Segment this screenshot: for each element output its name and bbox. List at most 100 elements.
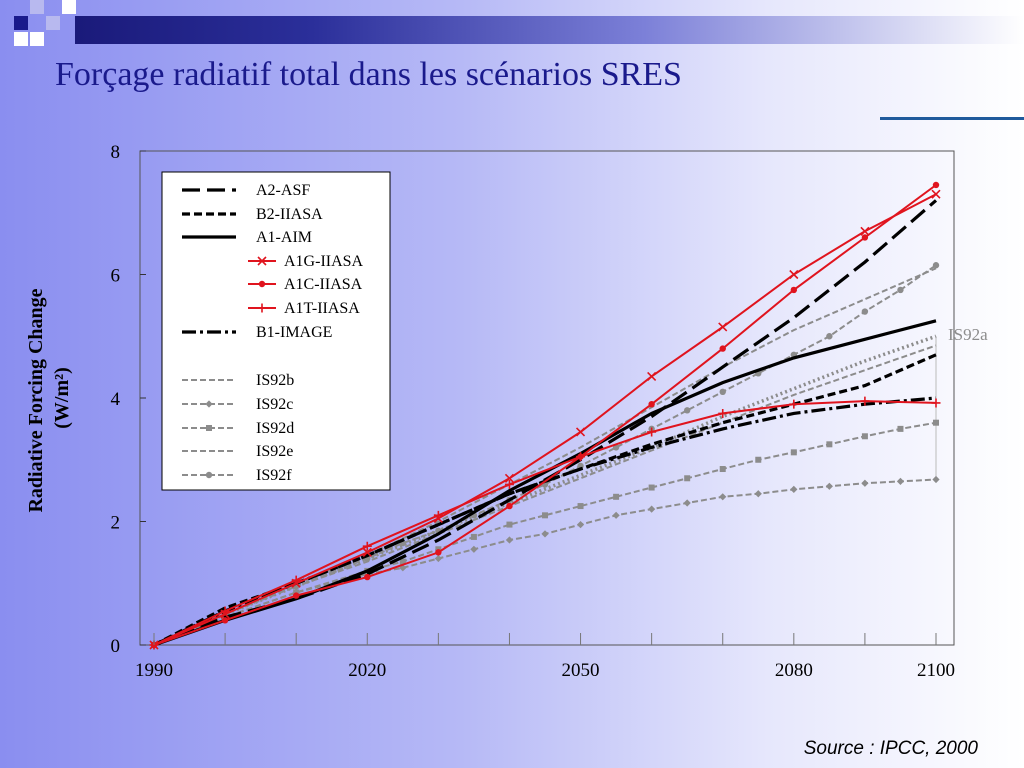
data-point-a1c-iiasa-8: [719, 345, 726, 352]
data-point-is92c-15: [790, 485, 798, 493]
data-point-a1c-iiasa-9: [790, 286, 798, 294]
data-point-a1t-iiasa-10: [860, 396, 870, 406]
legend-marker-is92f: [205, 471, 213, 479]
series-a1-aim: [153, 319, 937, 647]
series-line-a1-aim: [153, 319, 937, 647]
series-line-is92f: [153, 264, 937, 646]
series-line-a1t-iiasa: [153, 400, 937, 646]
data-point-a1g-iiasa-6: [575, 427, 586, 437]
data-point-a1c-iiasa-2: [292, 592, 300, 599]
data-point-is92d-10: [613, 493, 620, 500]
legend-label-a1c-iiasa: A1C-IIASA: [284, 276, 363, 293]
legend-label-a1t-iiasa: A1T-IIASA: [284, 300, 360, 317]
data-point-is92d-18: [897, 425, 904, 432]
legend-item-a1c-iiasa: A1C-IIASA: [248, 276, 363, 293]
legend-marker-a1g-iiasa: [257, 256, 267, 266]
x-tick-label: 2080: [775, 660, 813, 681]
data-point-is92f-18: [897, 286, 904, 294]
legend-label-a1g-iiasa: A1G-IIASA: [284, 253, 364, 270]
data-point-is92d-15: [790, 449, 797, 456]
data-point-a1t-iiasa-11: [931, 398, 941, 408]
data-point-a1t-iiasa-7: [647, 427, 657, 437]
data-point-is92d-9: [577, 503, 584, 510]
data-point-is92d-6: [470, 533, 477, 540]
legend-label-b2-iiasa: B2-IIASA: [256, 206, 323, 223]
data-point-is92d-14: [755, 456, 762, 463]
legend-label-is92f: IS92f: [256, 467, 292, 484]
data-point-a1c-iiasa-11: [932, 181, 940, 189]
data-point-is92c-9: [576, 520, 585, 529]
y-tick-label: 6: [111, 266, 121, 287]
legend-item-b2-iiasa: B2-IIASA: [182, 206, 323, 223]
legend-item-is92f: IS92f: [182, 467, 292, 484]
decor-square-6: [14, 32, 28, 46]
legend-label-is92c: IS92c: [256, 396, 293, 413]
source-note: Source : IPCC, 2000: [803, 738, 978, 759]
slide-title: Forçage radiatif total dans les scénario…: [55, 56, 682, 93]
legend-marker-is92d: [206, 425, 212, 431]
data-point-a1g-iiasa-5: [504, 473, 515, 483]
legend-label-is92e: IS92e: [256, 443, 293, 460]
decor-square-4: [30, 32, 44, 46]
data-point-is92c-5: [434, 554, 442, 563]
series-is92b: [153, 344, 937, 646]
data-point-a1t-iiasa-9: [789, 399, 799, 409]
decor-square-3: [46, 16, 60, 30]
series-layer: [149, 181, 941, 650]
data-point-is92c-17: [861, 479, 869, 487]
x-tick-label: 2050: [562, 660, 600, 681]
y-axis-label-line-2: (W/m²): [51, 367, 73, 429]
data-point-a1t-iiasa-4: [433, 510, 443, 520]
data-point-is92d-13: [719, 466, 726, 473]
header-gradient-bar: [75, 16, 1024, 44]
y-tick-label: 8: [111, 142, 121, 163]
x-tick-label: 2020: [348, 660, 386, 681]
data-point-is92f-12: [683, 407, 691, 414]
series-line-a1c-iiasa: [153, 184, 937, 646]
data-point-a1t-iiasa-3: [362, 541, 372, 551]
legend-item-is92c: IS92c: [182, 396, 293, 413]
data-point-a1g-iiasa-7: [647, 371, 657, 381]
series-a1t-iiasa: [149, 396, 941, 650]
x-tick-label: 1990: [135, 660, 173, 681]
data-point-a1c-iiasa-4: [435, 549, 442, 556]
series-b1-image: [153, 396, 937, 647]
y-tick-label: 0: [111, 636, 121, 657]
data-point-is92c-12: [683, 499, 691, 507]
data-point-is92c-7: [505, 536, 514, 544]
series-line-b1-image: [153, 396, 937, 647]
data-point-a1g-iiasa-8: [718, 322, 728, 332]
data-point-a1g-iiasa-10: [860, 226, 870, 236]
legend-label-is92b: IS92b: [256, 372, 294, 389]
data-point-a1c-iiasa-5: [506, 502, 513, 510]
legend-label-a2-asf: A2-ASF: [256, 182, 310, 199]
data-point-is92c-19: [932, 475, 940, 484]
data-point-a1t-iiasa-1: [220, 606, 230, 616]
data-point-is92d-19: [933, 419, 939, 426]
legend-marker-a1t-iiasa: [257, 303, 267, 313]
annotation-is92a: IS92a: [948, 325, 988, 344]
x-tick-label: 2100: [917, 660, 955, 681]
y-tick-label: 2: [111, 513, 121, 534]
data-point-is92c-14: [754, 490, 762, 498]
data-point-a1t-iiasa-8: [718, 408, 728, 418]
data-point-is92d-12: [684, 475, 691, 482]
y-axis-label: Radiative Forcing Change (W/m²): [25, 283, 73, 512]
series-a1c-iiasa: [150, 181, 940, 649]
title-underline: [880, 117, 1024, 120]
legend-item-is92b: IS92b: [182, 372, 294, 389]
axis-layer: 0 2 4 6 8 1990 2020 2050 2080 2100: [111, 142, 956, 681]
data-point-is92d-7: [506, 521, 513, 528]
data-point-a1g-iiasa-9: [789, 269, 799, 280]
y-axis-label-line-1: Radiative Forcing Change: [25, 288, 47, 512]
data-point-is92d-16: [826, 441, 833, 448]
legend-marker-a1c-iiasa: [258, 280, 266, 288]
data-point-a1g-iiasa-3: [362, 547, 372, 557]
series-line-is92a: [153, 334, 937, 647]
legend-label-a1-aim: A1-AIM: [256, 229, 312, 246]
series-line-is92b: [153, 344, 937, 646]
data-point-a1t-iiasa-2: [291, 575, 301, 585]
legend: A2-ASF B2-IIASA A1-AIM A1G-IIASA A1C-IIASA A1…: [182, 182, 364, 484]
data-point-is92d-4: [399, 558, 406, 565]
y-tick-label: 4: [111, 389, 121, 410]
